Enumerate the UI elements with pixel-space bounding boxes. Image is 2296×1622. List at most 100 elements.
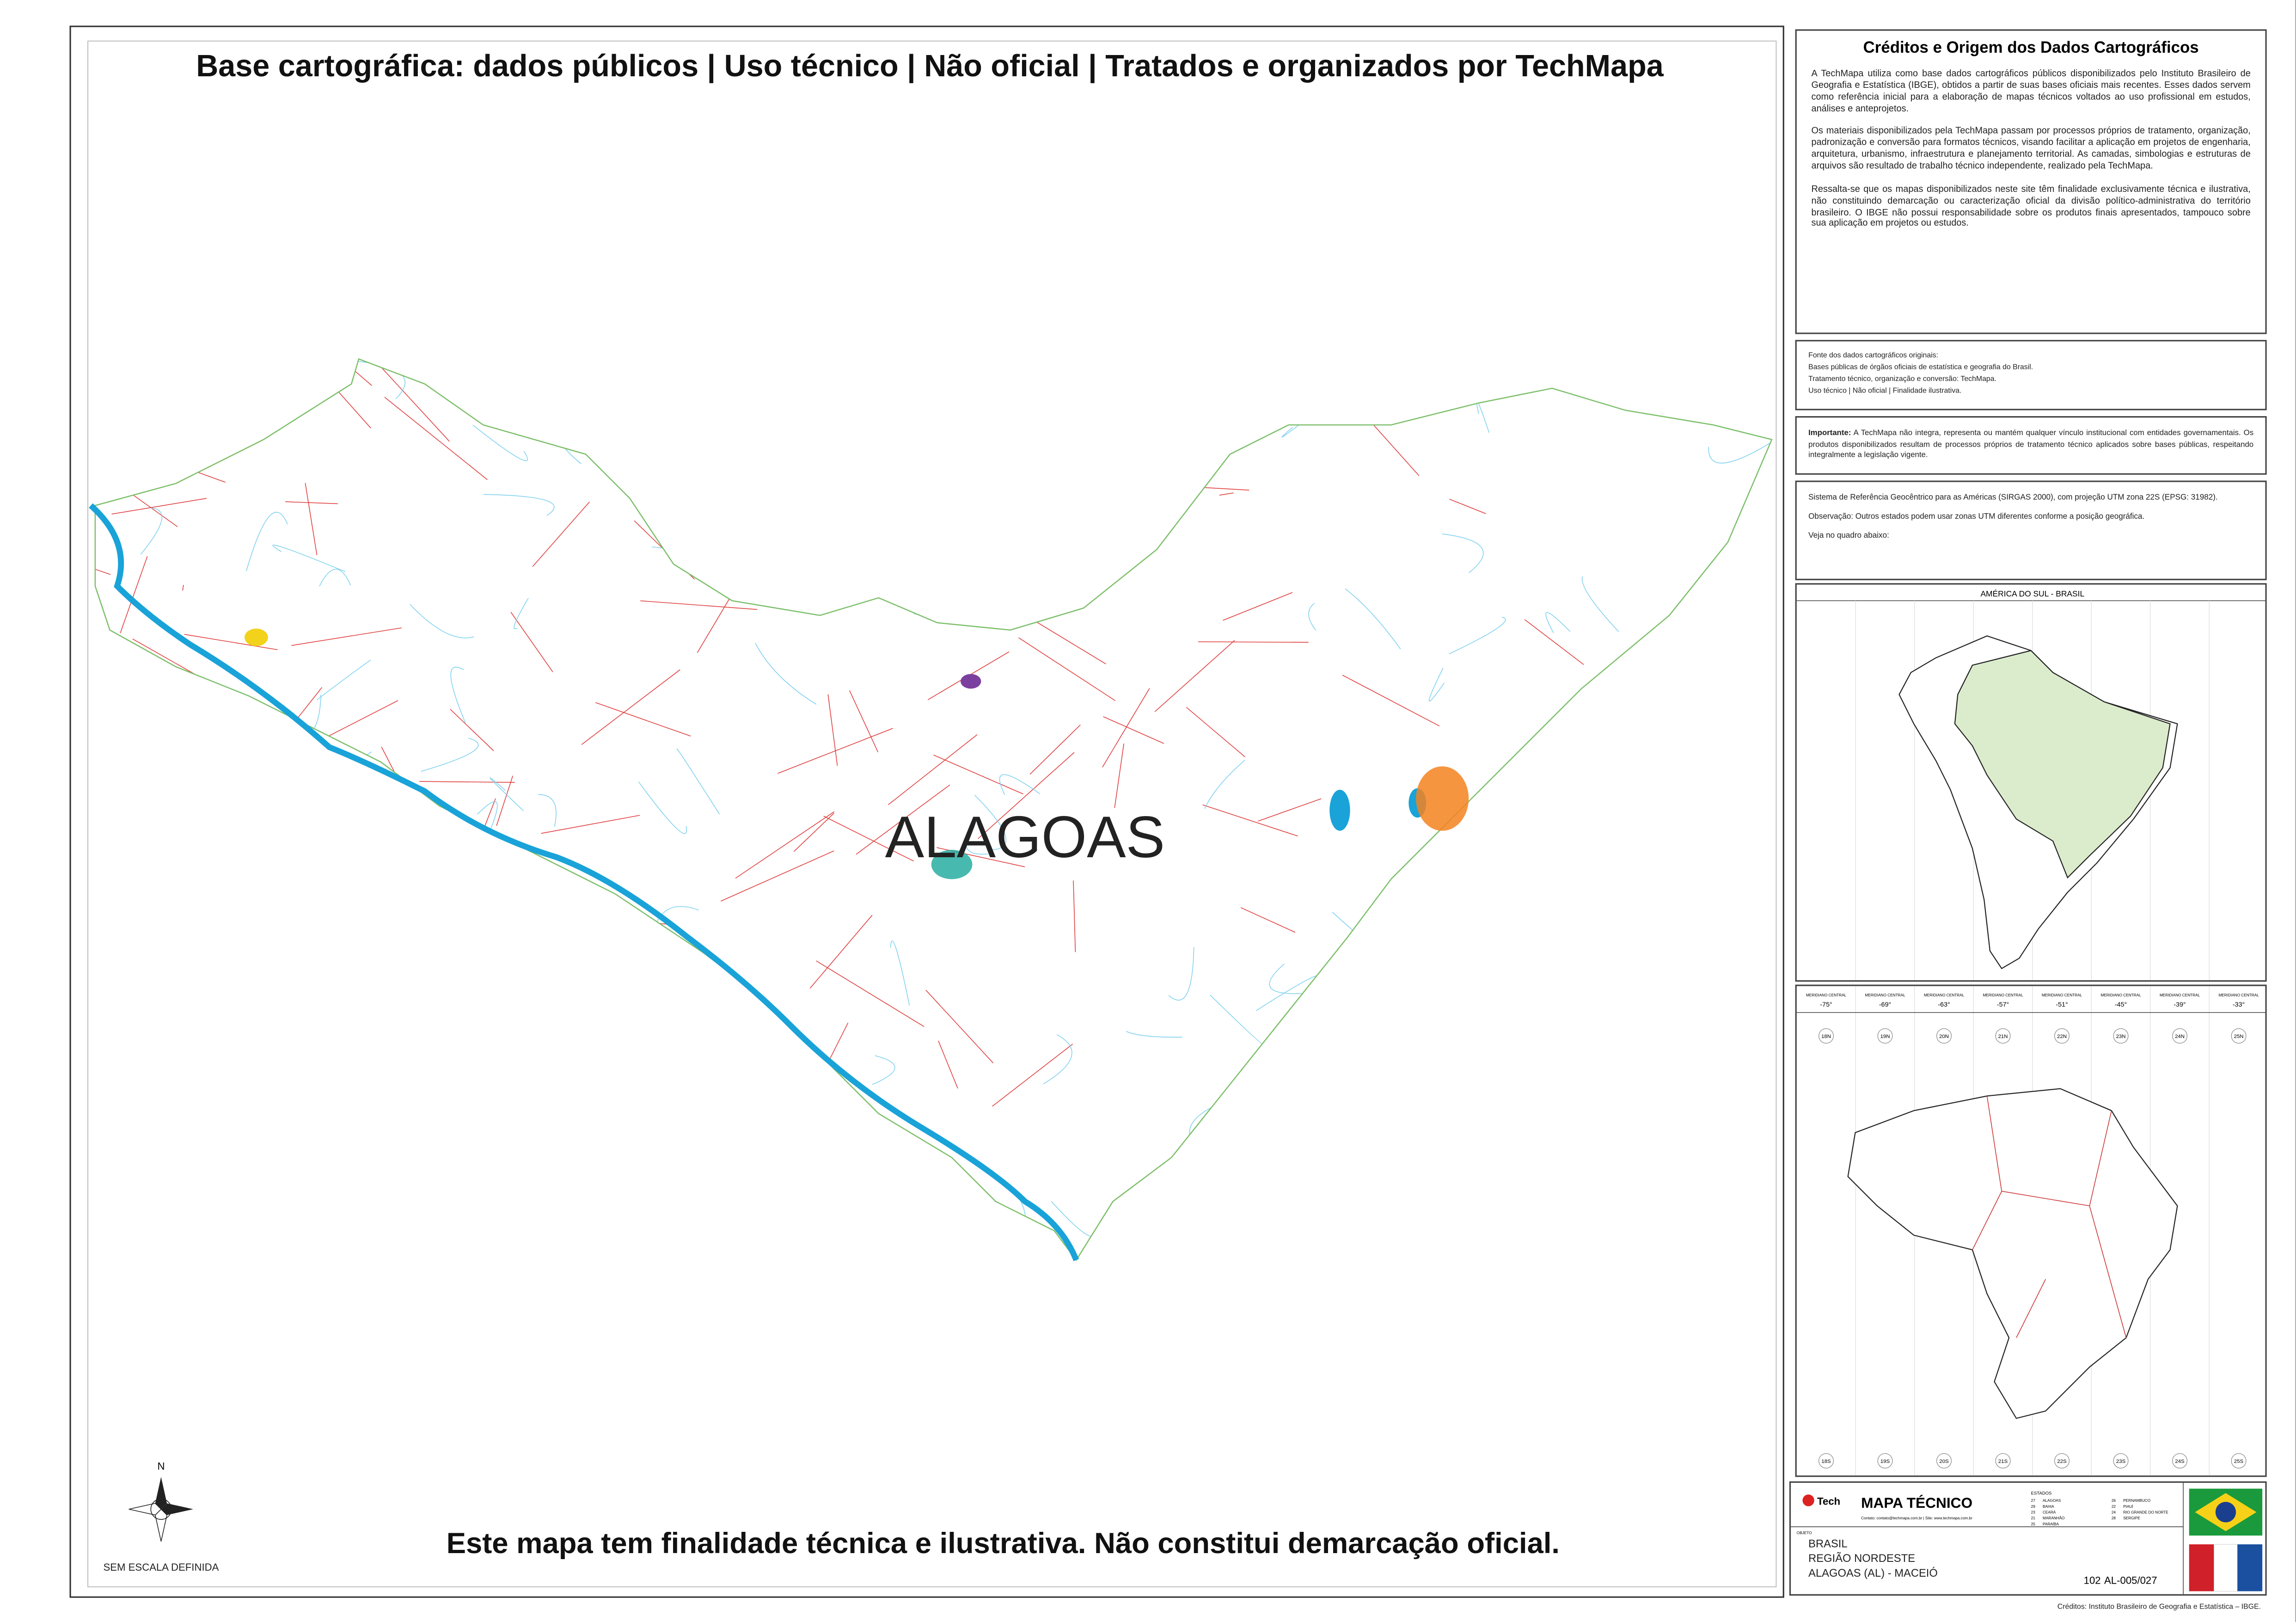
road: [1115, 361, 1139, 430]
road: [728, 387, 733, 434]
zone-badge: [1936, 1028, 1952, 1044]
stream: [490, 777, 524, 811]
road: [925, 989, 994, 1063]
road: [369, 359, 450, 442]
road: [1090, 481, 1134, 519]
road: [312, 363, 371, 429]
stream: [1043, 1034, 1072, 1085]
urban-area: [931, 849, 973, 879]
contact: Contato: contato@techmapa.com.br | Site:…: [1861, 1516, 1972, 1520]
road: [1637, 914, 1706, 951]
road: [720, 850, 834, 902]
stream: [638, 781, 687, 834]
zone-north: 18N: [1821, 1034, 1831, 1039]
road: [168, 725, 211, 753]
polygon-shape: [129, 1503, 162, 1516]
road: [335, 948, 398, 992]
important-label: Importante:: [1808, 429, 1851, 438]
state-lines: [1972, 1096, 2127, 1338]
road: [1033, 620, 1106, 664]
stream: [1581, 576, 1619, 633]
road: [1029, 725, 1081, 775]
stream: [1204, 760, 1245, 809]
road: [1449, 498, 1486, 514]
meridian-value: -63°: [1938, 1001, 1950, 1008]
polygon-shape: [155, 1477, 167, 1509]
location: REGIÃO NORDESTE: [1808, 1552, 1915, 1565]
stream: [1449, 617, 1506, 655]
block-title: MAPA TÉCNICO: [1861, 1494, 1972, 1511]
stream: [676, 749, 720, 815]
zone-badge: [1877, 1028, 1893, 1044]
stream: [1164, 329, 1214, 356]
road: [856, 1138, 877, 1145]
road: [541, 376, 645, 420]
stream: [913, 589, 951, 614]
north-arrow: N: [129, 1460, 194, 1542]
zone-badge: [2054, 1028, 2070, 1044]
stream: [999, 774, 1041, 795]
stream: [395, 1068, 422, 1093]
road: [1186, 707, 1245, 757]
road: [305, 483, 318, 555]
road: [1331, 981, 1402, 1022]
road: [1187, 359, 1274, 366]
stream: [140, 507, 162, 555]
flag-alagoas-red: [2189, 1544, 2214, 1591]
road: [604, 1093, 614, 1097]
road: [111, 498, 207, 515]
reference-text: Sistema de Referência Geocêntrico para a…: [1808, 493, 2218, 503]
road: [743, 472, 770, 555]
road: [735, 811, 835, 879]
stream: [729, 542, 781, 557]
stream: [483, 494, 555, 516]
road: [249, 754, 269, 803]
road: [955, 558, 992, 606]
road: [182, 584, 184, 591]
stream: [872, 1055, 895, 1085]
road: [285, 501, 338, 504]
state-code: 26: [2112, 1499, 2116, 1503]
flag-globe: [2215, 1502, 2236, 1523]
road: [95, 543, 111, 575]
sao-francisco-river: [89, 503, 1079, 1261]
road: [1103, 716, 1164, 744]
stream: [1746, 771, 1772, 786]
stream: [279, 781, 345, 828]
source-line: Bases públicas de órgãos oficiais de est…: [1808, 363, 2033, 372]
road: [793, 812, 834, 852]
road: [1494, 1030, 1538, 1048]
road: [1219, 492, 1234, 496]
zone-north: 22N: [2057, 1034, 2067, 1039]
stream: [1642, 1044, 1661, 1089]
road: [1654, 1106, 1719, 1164]
stream: [151, 717, 203, 776]
header-title: Base cartográfica: dados públicos | Uso …: [196, 49, 1664, 84]
meridian-caption: MERIDIANO CENTRAL: [1806, 993, 1847, 997]
stream: [1189, 1090, 1258, 1146]
stream: [755, 643, 817, 705]
road: [881, 579, 905, 582]
road: [302, 930, 385, 1014]
stream: [1269, 963, 1308, 994]
stream: [928, 408, 948, 473]
meridian-caption: MERIDIANO CENTRAL: [1865, 993, 1905, 997]
stream: [1641, 1138, 1695, 1206]
road: [274, 359, 373, 386]
road: [1594, 799, 1704, 820]
state-code: 23: [2031, 1511, 2036, 1515]
state-name: PARAÍBA: [2043, 1522, 2059, 1526]
zone-badge: [2054, 1453, 2070, 1468]
road: [361, 1200, 375, 1247]
brazil: [1954, 650, 2171, 879]
road: [856, 784, 950, 855]
stream: [1384, 1044, 1445, 1076]
road: [137, 671, 174, 756]
road: [431, 1213, 493, 1253]
stream: [950, 555, 974, 596]
object-label: OBJETO: [1797, 1531, 1812, 1535]
stream: [450, 667, 466, 724]
stream: [538, 794, 557, 827]
